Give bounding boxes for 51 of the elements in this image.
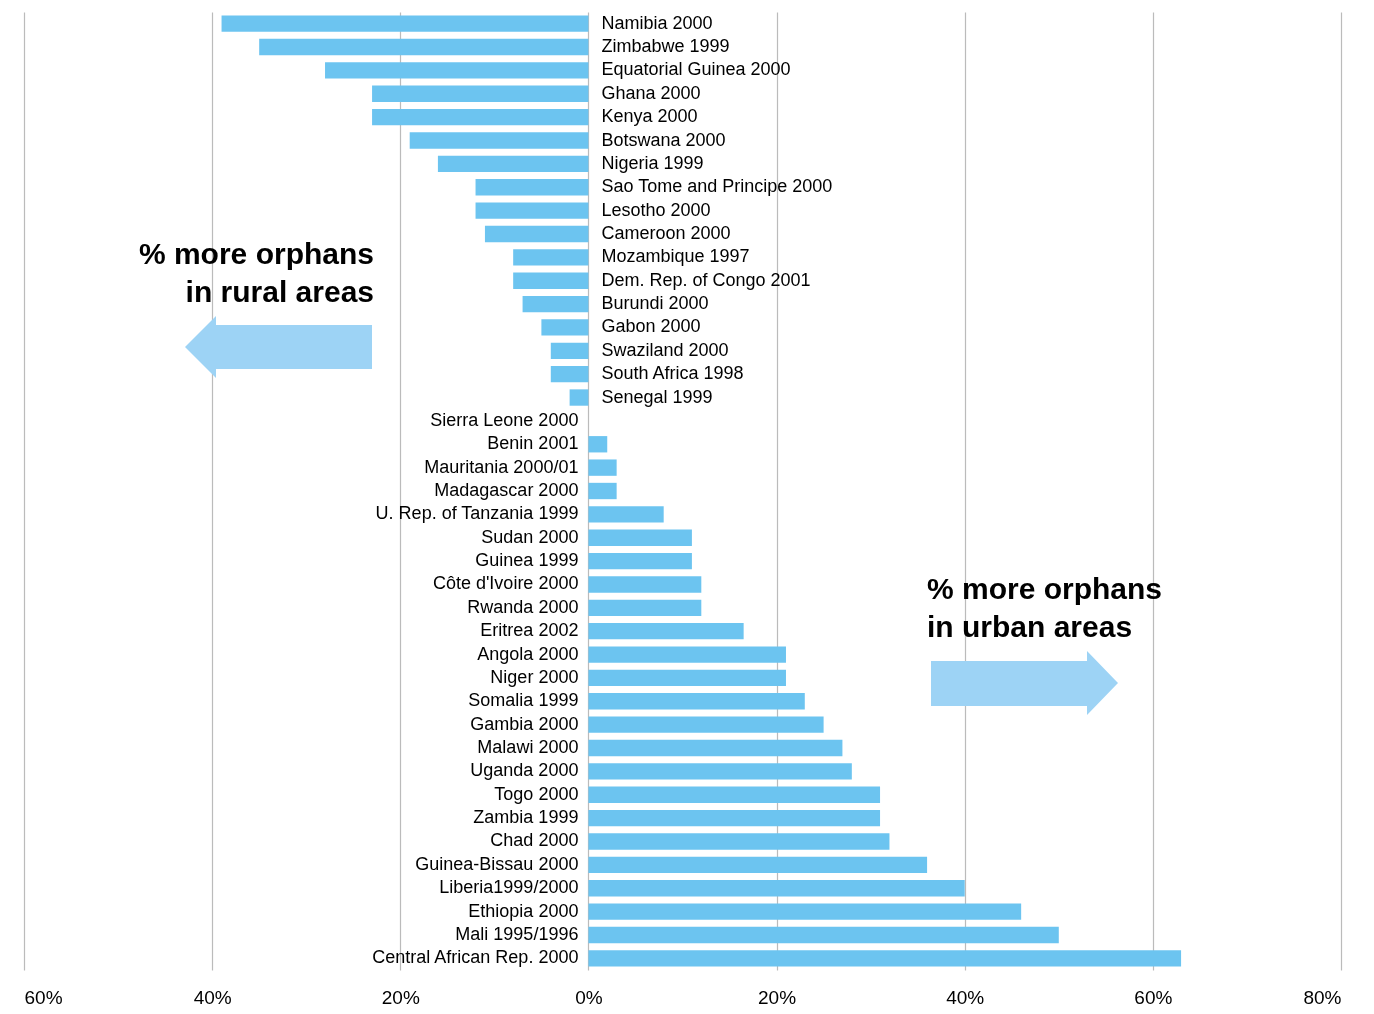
y-tick-label: Burundi 2000: [601, 293, 709, 314]
x-tick-label: 40%: [946, 986, 985, 1008]
x-tick-label: 40%: [193, 986, 232, 1008]
y-tick-label: Equatorial Guinea 2000: [601, 59, 791, 80]
y-tick-label: Mozambique 1997: [601, 246, 750, 267]
y-tick-label: Kenya 2000: [601, 106, 698, 127]
y-tick-label: Malawi 2000: [477, 737, 579, 758]
y-tick-label: Botswana 2000: [601, 129, 726, 150]
y-tick-label: Namibia 2000: [601, 12, 713, 33]
y-tick-label: Cameroon 2000: [601, 222, 731, 243]
y-tick-label: Guinea-Bissau 2000: [415, 853, 579, 874]
y-tick-label: Guinea 1999: [475, 550, 579, 571]
y-tick-label: Somalia 1999: [468, 690, 579, 711]
y-tick-label: Central African Rep. 2000: [372, 947, 579, 968]
x-tick-label: 80%: [1303, 986, 1342, 1008]
y-tick-label: Rwanda 2000: [467, 596, 579, 617]
y-tick-label: Swaziland 2000: [601, 339, 729, 360]
y-tick-label: Lesotho 2000: [601, 199, 711, 220]
y-tick-label: Gabon 2000: [601, 316, 701, 337]
y-tick-label: Ethiopia 2000: [468, 900, 579, 921]
y-tick-label: Côte d'Ivoire 2000: [432, 573, 579, 594]
y-tick-label: Benin 2001: [487, 433, 579, 454]
y-tick-label: Zambia 1999: [473, 807, 579, 828]
y-tick-label: Sao Tome and Principe 2000: [601, 176, 833, 197]
y-tick-label: Mali 1995/1996: [455, 923, 579, 944]
y-tick-label: Liberia1999/2000: [439, 877, 579, 898]
x-tick-label: 60%: [1134, 986, 1173, 1008]
y-tick-label: Chad 2000: [490, 830, 579, 851]
y-tick-label: Senegal 1999: [601, 386, 713, 407]
y-tick-label: Mauritania 2000/01: [424, 456, 579, 477]
x-tick-label: 20%: [381, 986, 420, 1008]
y-tick-label: Madagascar 2000: [434, 480, 579, 500]
annotation: % more orphans in urban areas: [927, 572, 1163, 643]
y-tick-label: Ghana 2000: [601, 82, 701, 103]
annotation: % more orphans in rural areas: [138, 237, 374, 308]
y-tick-label: Gambia 2000: [470, 713, 579, 734]
y-tick-label: Nigeria 1999: [601, 152, 704, 173]
y-tick-label: U. Rep. of Tanzania 1999: [375, 503, 579, 524]
y-tick-label: Uganda 2000: [470, 760, 579, 781]
y-tick-label: Angola 2000: [477, 643, 579, 664]
y-tick-label: South Africa 1998: [601, 363, 744, 384]
y-tick-label: Sierra Leone 2000: [430, 409, 579, 430]
x-tick-label: 60%: [24, 986, 63, 1008]
x-tick-label: 0%: [575, 986, 603, 1008]
y-tick-label: Dem. Rep. of Congo 2001: [601, 269, 811, 290]
x-tick-label: 20%: [758, 986, 797, 1008]
y-tick-label: Togo 2000: [494, 783, 579, 804]
y-tick-label: Eritrea 2002: [480, 620, 579, 641]
y-tick-label: Zimbabwe 1999: [601, 36, 730, 57]
y-tick-label: Sudan 2000: [481, 526, 579, 547]
y-tick-label: Niger 2000: [490, 666, 579, 687]
